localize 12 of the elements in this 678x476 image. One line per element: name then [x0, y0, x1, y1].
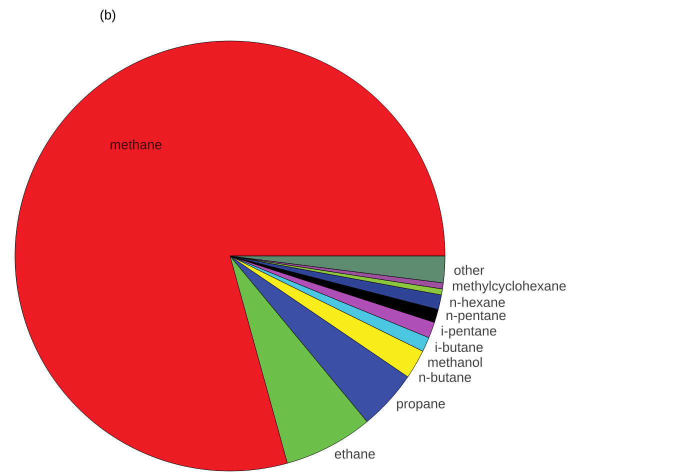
slice-label: n-butane — [419, 372, 471, 382]
chart-title: (b) — [100, 10, 116, 22]
slice-label: i-pentane — [442, 326, 496, 338]
slice-label: i-butane — [436, 342, 483, 352]
slice-label: n-hexane — [450, 297, 505, 307]
slice-label: other — [454, 265, 484, 275]
slice-label: methane — [110, 139, 162, 150]
slice-label: ethane — [334, 448, 375, 459]
slice-label: methylcyclohexane — [452, 280, 566, 294]
slice-label: n-pentane — [446, 311, 506, 323]
slice-label: methanol — [428, 357, 482, 367]
slice-label: propane — [396, 401, 445, 412]
